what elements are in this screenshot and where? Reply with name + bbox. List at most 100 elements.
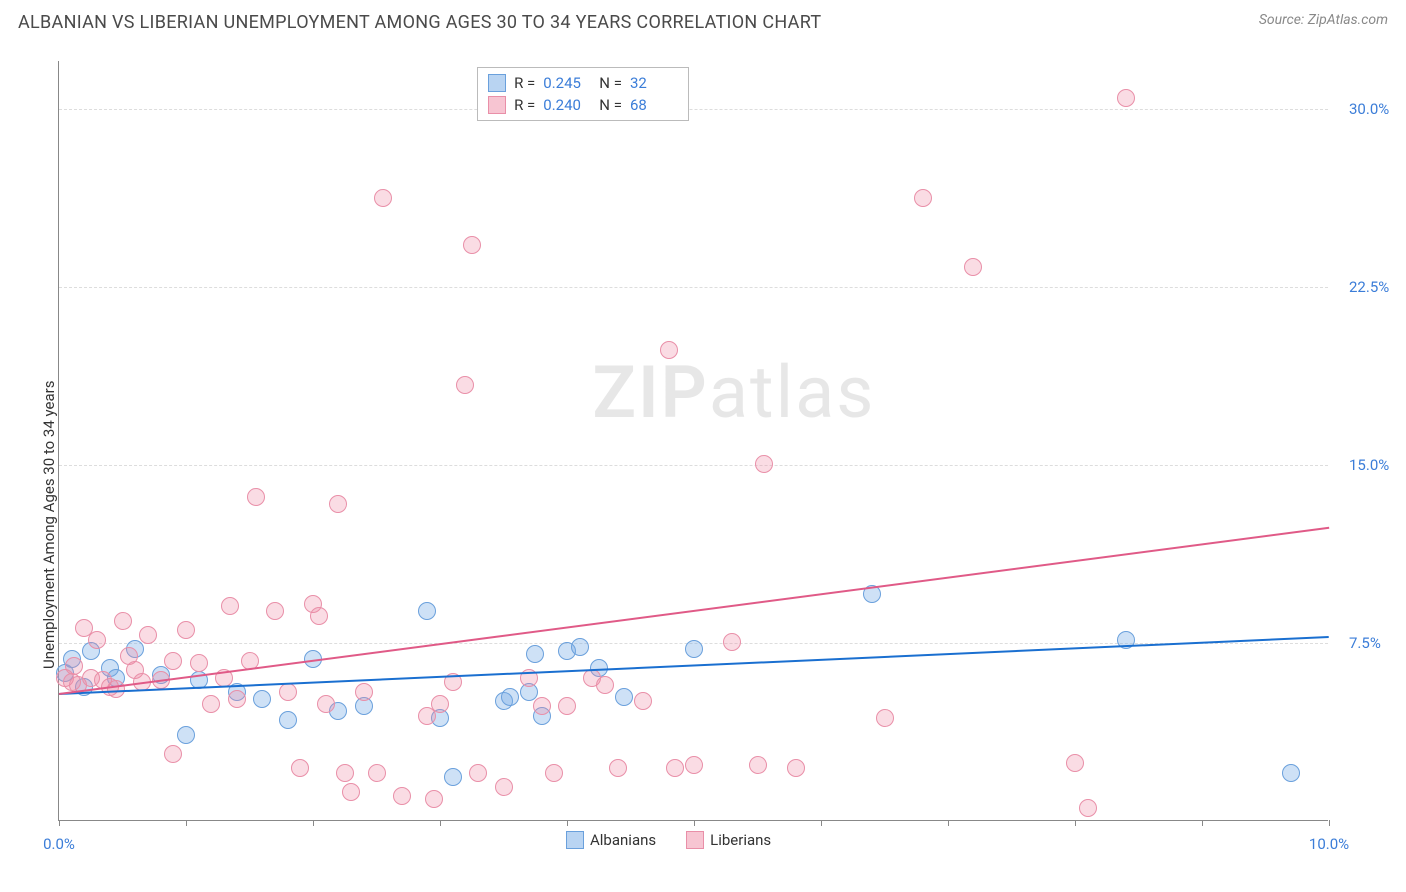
legend-row: R = 0.240 N = 68 (488, 94, 678, 116)
data-point (666, 759, 684, 777)
y-axis-label: 22.5% (1349, 278, 1389, 296)
x-axis-label: 10.0% (1309, 835, 1349, 853)
x-tick (821, 820, 822, 826)
n-value: 68 (630, 96, 678, 114)
data-point (291, 759, 309, 777)
data-point (88, 631, 106, 649)
r-label: R = (514, 96, 535, 114)
x-tick (186, 820, 187, 826)
data-point (526, 645, 544, 663)
y-axis-label: 15.0% (1349, 456, 1389, 474)
data-point (65, 657, 83, 675)
data-point (374, 189, 392, 207)
data-point (964, 258, 982, 276)
watermark: ZIPatlas (592, 350, 875, 435)
data-point (596, 676, 614, 694)
correlation-chart: 7.5%15.0%22.5%30.0%0.0%10.0%ZIPatlasUnem… (18, 51, 1388, 871)
x-tick (59, 820, 60, 826)
data-point (164, 652, 182, 670)
data-point (425, 790, 443, 808)
data-point (1066, 754, 1084, 772)
data-point (266, 602, 284, 620)
correlation-legend: R = 0.245 N = 32 R = 0.240 N = 68 (477, 67, 689, 121)
data-point (342, 783, 360, 801)
data-point (463, 236, 481, 254)
data-point (615, 688, 633, 706)
gridline (59, 109, 1328, 110)
data-point (1282, 764, 1300, 782)
data-point (495, 778, 513, 796)
data-point (456, 376, 474, 394)
data-point (317, 695, 335, 713)
y-axis-title: Unemployment Among Ages 30 to 34 years (40, 381, 58, 669)
data-point (190, 654, 208, 672)
legend-label: Liberians (710, 831, 771, 849)
y-axis-label: 7.5% (1349, 634, 1381, 652)
x-tick (313, 820, 314, 826)
trend-line (59, 527, 1329, 695)
legend-swatch (488, 96, 506, 114)
data-point (787, 759, 805, 777)
gridline (59, 465, 1328, 466)
n-label: N = (599, 74, 622, 92)
data-point (723, 633, 741, 651)
legend-item: Liberians (686, 831, 771, 849)
data-point (221, 597, 239, 615)
data-point (253, 690, 271, 708)
data-point (914, 189, 932, 207)
legend-item: Albanians (566, 831, 656, 849)
x-tick (567, 820, 568, 826)
n-value: 32 (630, 74, 678, 92)
plot-area: 7.5%15.0%22.5%30.0%0.0%10.0%ZIPatlas (58, 61, 1328, 821)
data-point (501, 688, 519, 706)
watermark-atlas: atlas (709, 350, 876, 435)
x-tick (1329, 820, 1330, 826)
data-point (164, 745, 182, 763)
legend-row: R =0.245N =32 (488, 72, 678, 94)
x-tick (1075, 820, 1076, 826)
watermark-zip: ZIP (592, 350, 708, 435)
data-point (279, 683, 297, 701)
data-point (558, 697, 576, 715)
data-point (469, 764, 487, 782)
legend-swatch (686, 831, 704, 849)
data-point (393, 787, 411, 805)
legend-swatch (566, 831, 584, 849)
data-point (1117, 89, 1135, 107)
data-point (444, 768, 462, 786)
data-point (431, 695, 449, 713)
data-point (310, 607, 328, 625)
x-axis-label: 0.0% (43, 835, 75, 853)
data-point (1079, 799, 1097, 817)
data-point (329, 495, 347, 513)
legend-label: Albanians (590, 831, 656, 849)
data-point (533, 697, 551, 715)
data-point (418, 602, 436, 620)
data-point (685, 756, 703, 774)
data-point (755, 455, 773, 473)
gridline (59, 287, 1328, 288)
r-value: 0.240 (543, 96, 591, 114)
data-point (177, 726, 195, 744)
data-point (368, 764, 386, 782)
x-tick (1202, 820, 1203, 826)
n-label: N = (599, 96, 622, 114)
r-value: 0.245 (543, 74, 591, 92)
header: ALBANIAN VS LIBERIAN UNEMPLOYMENT AMONG … (0, 0, 1406, 41)
chart-title: ALBANIAN VS LIBERIAN UNEMPLOYMENT AMONG … (18, 12, 821, 33)
data-point (609, 759, 627, 777)
data-point (749, 756, 767, 774)
x-tick (948, 820, 949, 826)
legend-swatch (488, 74, 506, 92)
data-point (139, 626, 157, 644)
data-point (355, 683, 373, 701)
data-point (336, 764, 354, 782)
x-tick (440, 820, 441, 826)
data-point (202, 695, 220, 713)
data-point (279, 711, 297, 729)
source-attribution: Source: ZipAtlas.com (1259, 12, 1388, 28)
data-point (634, 692, 652, 710)
data-point (876, 709, 894, 727)
data-point (545, 764, 563, 782)
data-point (571, 638, 589, 656)
